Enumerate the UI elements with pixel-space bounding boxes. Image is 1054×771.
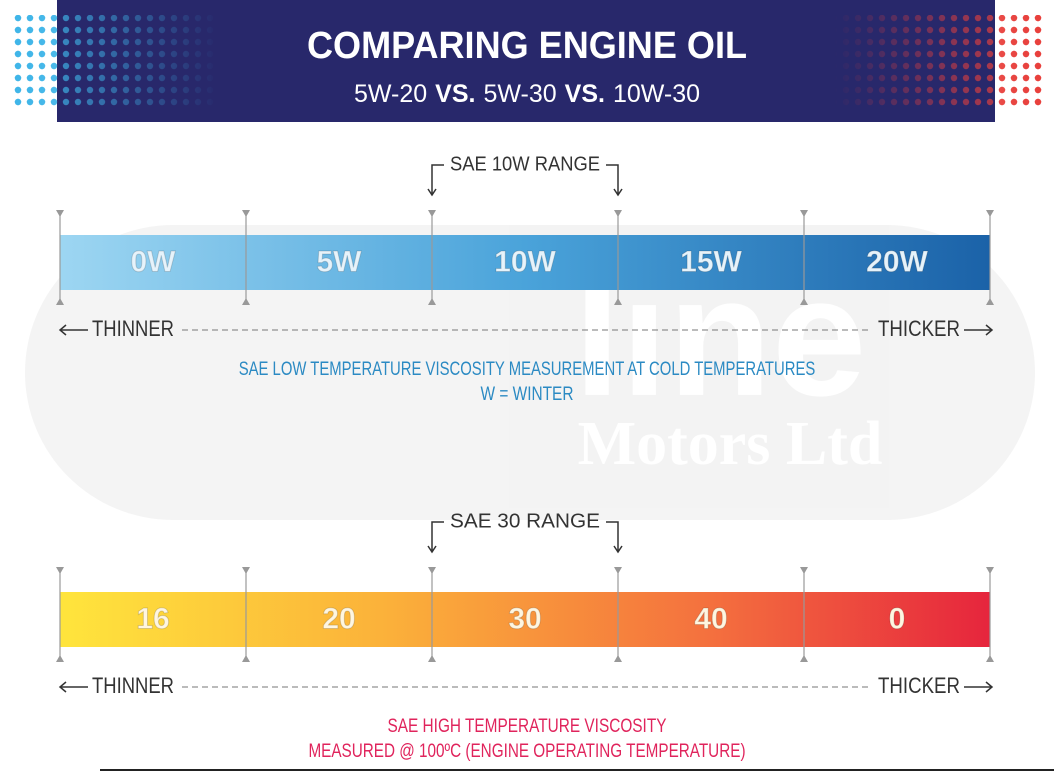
segment-label: 0W: [131, 245, 177, 278]
arrow-right: [964, 681, 994, 693]
scale-bar: [60, 235, 990, 290]
subtitle-grade: 5W-30: [483, 80, 556, 108]
subtitle-grade: 10W-30: [613, 80, 700, 108]
range-label: SAE 10W RANGE: [450, 153, 600, 175]
arrow-right: [964, 324, 994, 336]
thicker-label: THICKER: [878, 316, 960, 341]
caption: MEASURED @ 100ºC (ENGINE OPERATING TEMPE…: [308, 741, 745, 762]
scale-bar: [60, 592, 990, 647]
title: COMPARING ENGINE OIL: [307, 25, 747, 67]
subtitle-grade: 5W-20: [354, 80, 427, 108]
range-label: SAE 30 RANGE: [450, 510, 600, 532]
thicker-label: THICKER: [878, 673, 960, 698]
range-bracket: [427, 521, 623, 554]
segment-label: 0: [889, 602, 906, 635]
caption: SAE HIGH TEMPERATURE VISCOSITY: [388, 716, 667, 737]
subtitle: 5W-20 VS. 5W-30 VS. 10W-30: [354, 80, 700, 108]
subtitle-vs: VS.: [565, 80, 605, 108]
subtitle-vs: VS.: [435, 80, 475, 108]
watermark: line Motors Ltd: [25, 225, 1035, 520]
caption: SAE LOW TEMPERATURE VISCOSITY MEASUREMEN…: [239, 359, 816, 380]
watermark-subtext: Motors Ltd: [578, 410, 883, 478]
segment-label: 15W: [680, 245, 742, 278]
segment-label: 16: [136, 602, 169, 635]
caption: W = WINTER: [481, 384, 574, 405]
arrow-left: [58, 681, 88, 693]
segment-label: 30: [508, 602, 541, 635]
segment-label: 10W: [494, 245, 556, 278]
segment-label: 20W: [866, 245, 928, 278]
arrow-left: [58, 324, 88, 336]
dots-right-over: [834, 15, 1044, 110]
dots-left-over: [10, 15, 220, 110]
segment-label: 20: [322, 602, 355, 635]
segment-label: 5W: [317, 245, 363, 278]
thinner-label: THINNER: [92, 673, 174, 698]
range-bracket: [427, 164, 623, 197]
thinner-label: THINNER: [92, 316, 174, 341]
segment-label: 40: [694, 602, 727, 635]
